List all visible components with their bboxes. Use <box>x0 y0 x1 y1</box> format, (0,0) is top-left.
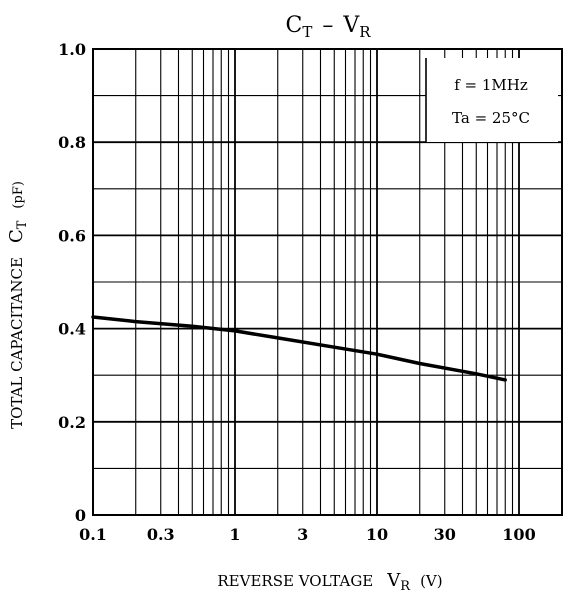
x-tick-label: 0.3 <box>147 525 175 544</box>
x-tick-label: 100 <box>502 525 535 544</box>
x-axis-label: REVERSE VOLTAGE VR (V) <box>217 570 442 594</box>
title-dash: – <box>322 13 333 38</box>
x-tick-label: 10 <box>366 525 388 544</box>
grid-lines <box>93 49 562 515</box>
y-tick-label: 1.0 <box>58 40 86 59</box>
annotation-box <box>425 58 558 142</box>
annotation-frequency: f = 1MHz <box>454 76 528 94</box>
y-tick-label: 0.8 <box>58 133 86 152</box>
y-axis-symbol: C <box>6 229 27 243</box>
x-tick-label: 3 <box>297 525 308 544</box>
annotation-temperature: Ta = 25°C <box>452 109 530 127</box>
x-axis-symbol: V <box>386 570 401 591</box>
plot-frame <box>92 48 563 516</box>
y-axis-label: TOTAL CAPACITANCE CT (pF) <box>6 181 30 429</box>
y-tick-labels: 0 0.2 0.4 0.6 0.8 1.0 <box>58 40 86 525</box>
title-v-sub: R <box>359 23 371 41</box>
x-tick-label: 0.1 <box>79 525 107 544</box>
annotation-background <box>426 58 558 142</box>
x-tick-label: 30 <box>434 525 456 544</box>
title-symbol: C <box>285 13 302 38</box>
title-symbol-sub: T <box>302 23 312 41</box>
chart-title: CT – VR <box>285 13 371 41</box>
x-axis-unit: (V) <box>420 572 443 590</box>
series-line-capacitance <box>91 315 507 382</box>
y-tick-label: 0 <box>75 506 86 525</box>
title-v: V <box>342 13 360 38</box>
x-axis-symbol-sub: R <box>400 579 411 594</box>
y-axis-unit: (pF) <box>11 181 26 209</box>
x-tick-label: 1 <box>229 525 240 544</box>
x-axis-label-text: REVERSE VOLTAGE <box>217 572 373 590</box>
y-axis-label-text: TOTAL CAPACITANCE <box>8 257 26 429</box>
x-tick-labels: 0.1 0.3 1 3 10 30 100 <box>79 525 536 544</box>
y-tick-label: 0.4 <box>58 320 86 339</box>
series-layer <box>91 315 507 382</box>
y-tick-label: 0.6 <box>58 226 86 245</box>
y-axis-symbol-sub: T <box>15 220 30 229</box>
y-tick-label: 0.2 <box>58 413 86 432</box>
